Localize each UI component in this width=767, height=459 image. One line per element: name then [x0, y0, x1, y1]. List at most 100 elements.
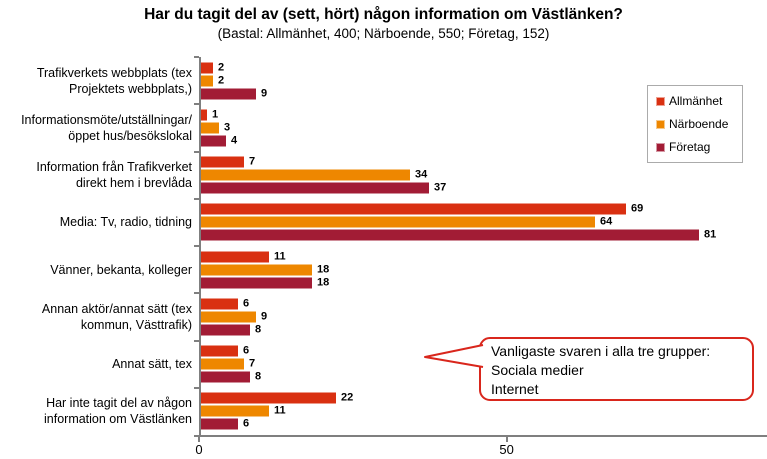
- bar-row: 69: [201, 202, 716, 215]
- category-label: Vänner, bekanta, kolleger: [50, 262, 192, 278]
- bar-row: 9: [201, 310, 268, 323]
- axis-tick: [194, 103, 199, 106]
- category-label: Annan aktör/annat sätt (tex kommun, Västt…: [42, 301, 192, 333]
- value-label: 11: [274, 250, 286, 263]
- value-label: 8: [255, 370, 262, 383]
- value-label: 7: [249, 357, 256, 370]
- category-label: Information från Trafikverket direkt hem …: [36, 159, 192, 191]
- category-label-line: Projektets webbplats,): [69, 81, 192, 96]
- bar-row: 2: [201, 74, 267, 87]
- category-label-line: Informationsmöte/utställningar/: [21, 112, 192, 127]
- bar-allmänhet: [201, 298, 238, 310]
- x-axis-tick: [198, 437, 200, 442]
- bar-allmänhet: [201, 62, 213, 74]
- callout-line: Internet: [491, 381, 539, 397]
- category-label: Annat sätt, tex: [112, 356, 192, 372]
- bar-row: 6: [201, 297, 267, 310]
- bar-group: 7 34 37: [201, 155, 446, 194]
- bar-group: 69 64 81: [201, 202, 717, 241]
- bar-företag: [201, 371, 250, 383]
- bar-närboende: [201, 75, 213, 87]
- value-label: 1: [212, 108, 219, 121]
- chart-title: Har du tagit del av (sett, hört) någon i…: [144, 6, 623, 23]
- bar-row: 4: [201, 134, 238, 147]
- bar-row: 6: [201, 417, 353, 430]
- category-label-line: direkt hem i brevlåda: [75, 176, 192, 191]
- bar-allmänhet: [201, 251, 269, 263]
- value-label: 11: [274, 404, 286, 417]
- axis-tick: [194, 245, 199, 247]
- bar-närboende: [201, 122, 219, 134]
- bar-row: 2: [201, 61, 267, 74]
- bar-närboende: [201, 264, 312, 276]
- axis-tick: [194, 386, 199, 389]
- category-row: Vänner, bekanta, kolleger 11 18 18: [50, 245, 767, 293]
- bar-allmänhet: [201, 345, 238, 357]
- category-label-line: Annan aktör/annat sätt (tex: [41, 301, 192, 316]
- legend-label: Allmänhet: [669, 94, 723, 108]
- value-label: 2: [218, 61, 225, 74]
- category-label-line: Vänner, bekanta, kolleger: [50, 262, 192, 277]
- bar-row: 18: [201, 276, 330, 289]
- bar-group: 11 18 18: [201, 250, 330, 289]
- value-label: 7: [249, 155, 256, 168]
- value-label: 6: [243, 297, 250, 310]
- bar-row: 64: [201, 215, 716, 228]
- bar-row: 6: [201, 344, 261, 357]
- plot-area: Trafikverkets webbplats (tex Projektets w…: [21, 56, 767, 437]
- axis-tick: [194, 292, 199, 295]
- bar-row: 11: [201, 250, 329, 263]
- category-row: Media: Tv, radio, tidning 69 64 81: [60, 197, 767, 246]
- bar-närboende: [201, 358, 244, 370]
- value-label: 69: [631, 202, 644, 215]
- value-label: 34: [415, 168, 428, 181]
- bar-row: 9: [201, 87, 268, 100]
- value-label: 81: [704, 228, 717, 241]
- value-label: 2: [218, 74, 225, 87]
- x-axis-tick: [505, 437, 508, 442]
- bar-företag: [201, 324, 250, 336]
- bar-närboende: [201, 405, 269, 417]
- value-label: 9: [261, 87, 268, 100]
- legend: Allmänhet Närboende Företag: [647, 85, 743, 163]
- category-label: Media: Tv, radio, tidning: [60, 214, 192, 230]
- value-label: 6: [243, 417, 250, 430]
- axis-tick: [194, 435, 199, 437]
- bar-row: 8: [201, 324, 267, 336]
- bar-group: 22 11 6: [201, 391, 354, 430]
- legend-marker-företag: [656, 142, 665, 152]
- category-row: Trafikverkets webbplats (tex Projektets w…: [37, 56, 767, 104]
- legend-item: Allmänhet: [656, 94, 736, 108]
- axis-tick: [194, 56, 199, 58]
- value-label: 64: [600, 215, 613, 228]
- bar-närboende: [201, 311, 256, 323]
- x-axis-label: 0: [195, 442, 203, 457]
- axis-tick: [194, 339, 199, 342]
- category-label-line: öppet hus/besökslokal: [68, 128, 192, 143]
- callout-pointer: [424, 344, 484, 368]
- bar-row: 81: [201, 228, 717, 241]
- bar-row: 37: [201, 182, 446, 194]
- category-row: Annan aktör/annat sätt (tex kommun, Västt…: [42, 292, 767, 340]
- category-label-line: Har inte tagit del av någon: [46, 396, 192, 411]
- value-label: 4: [231, 134, 238, 147]
- bar-närboende: [201, 169, 410, 181]
- callout-bubble: Vanligaste svaren i alla tre grupper: So…: [479, 337, 754, 401]
- category-label-line: Media: Tv, radio, tidning: [59, 215, 192, 230]
- value-label: 6: [243, 344, 250, 357]
- value-label: 18: [317, 263, 330, 276]
- category-row: Informationsmöte/utställningar/öppet hus…: [21, 103, 767, 151]
- value-label: 3: [224, 121, 231, 134]
- value-label: 22: [341, 391, 354, 404]
- category-label: Informationsmöte/utställningar/öppet hus…: [21, 112, 192, 144]
- value-label: 18: [317, 276, 330, 289]
- bar-företag: [201, 229, 699, 241]
- bar-företag: [201, 182, 429, 194]
- value-label: 9: [261, 310, 268, 323]
- bar-row: 3: [201, 121, 237, 134]
- category-label: Trafikverkets webbplats (tex Projektets w…: [37, 65, 192, 97]
